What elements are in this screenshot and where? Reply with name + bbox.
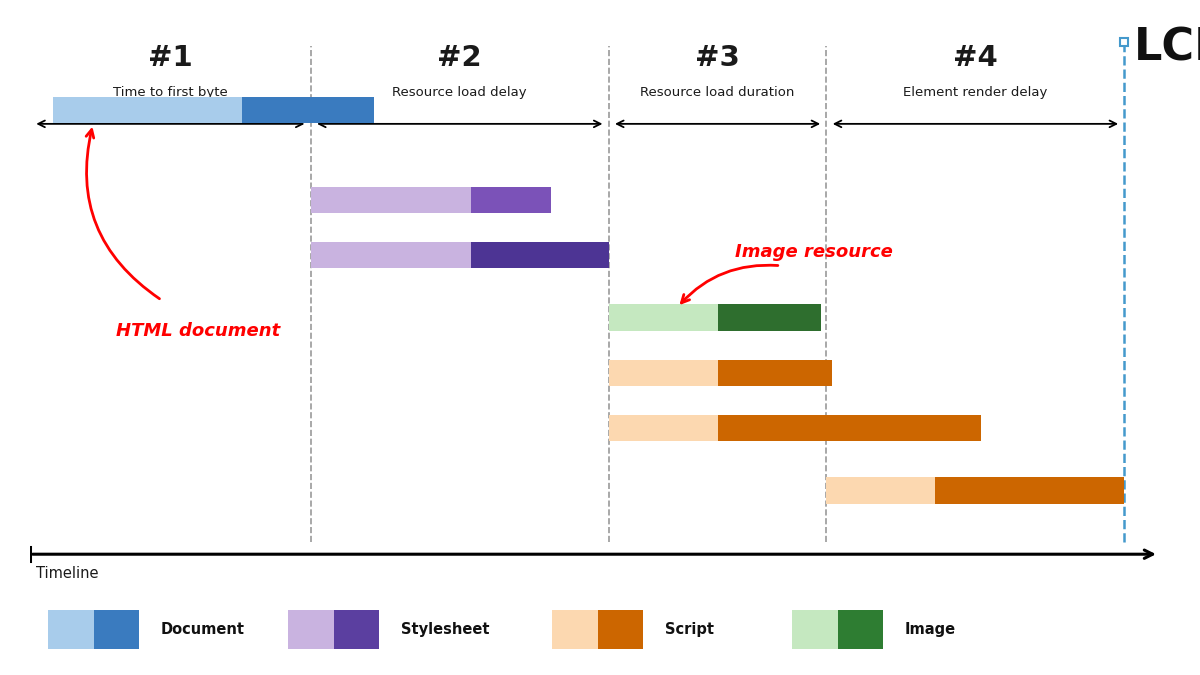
Bar [792, 610, 838, 649]
Text: HTML document: HTML document [116, 323, 281, 340]
Text: LCP: LCP [1134, 26, 1200, 70]
Text: Timeline: Timeline [36, 566, 98, 581]
Text: #2: #2 [438, 44, 482, 72]
Text: Script: Script [665, 622, 714, 637]
Bar [718, 304, 821, 331]
Bar [718, 415, 982, 441]
Bar [608, 415, 718, 441]
Text: #4: #4 [953, 44, 998, 72]
Text: Stylesheet: Stylesheet [401, 622, 490, 637]
Bar [552, 610, 598, 649]
Bar [48, 610, 94, 649]
Text: Time to first byte: Time to first byte [113, 86, 228, 99]
Text: #1: #1 [148, 44, 193, 72]
Bar [311, 187, 472, 213]
Text: Resource load delay: Resource load delay [392, 86, 527, 99]
Bar [311, 242, 472, 269]
Bar [53, 97, 242, 123]
Text: Element render delay: Element render delay [904, 86, 1048, 99]
Bar [334, 610, 379, 649]
Text: Image: Image [905, 622, 956, 637]
Bar [94, 610, 139, 649]
Bar [608, 304, 718, 331]
Text: Document: Document [161, 622, 245, 637]
Bar [827, 477, 935, 504]
Bar [472, 187, 552, 213]
Bar [288, 610, 334, 649]
Bar [608, 360, 718, 386]
Text: Resource load duration: Resource load duration [641, 86, 794, 99]
Bar [935, 477, 1124, 504]
Text: Image resource: Image resource [734, 243, 893, 261]
Bar [838, 610, 883, 649]
Bar [718, 360, 833, 386]
Bar [242, 97, 374, 123]
Bar [472, 242, 608, 269]
Text: #3: #3 [695, 44, 740, 72]
Bar [598, 610, 643, 649]
